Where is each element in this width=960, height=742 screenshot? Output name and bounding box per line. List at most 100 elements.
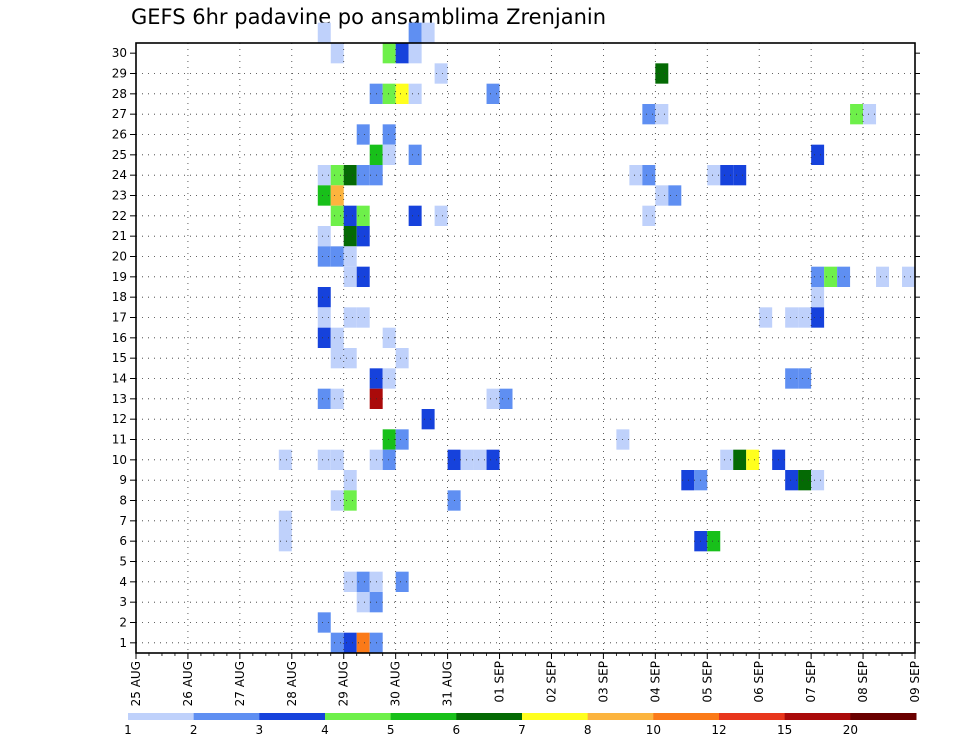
heatmap-cell (395, 571, 409, 592)
heatmap-cell (824, 266, 838, 287)
heatmap-cell (902, 266, 915, 287)
legend-swatch (128, 713, 195, 720)
y-tick-label: 11 (112, 433, 127, 447)
heatmap-cell (343, 571, 357, 592)
x-tick-label: 29 AUG (337, 661, 351, 706)
heatmap-cell (317, 612, 331, 633)
heatmap-cell (668, 185, 682, 206)
heatmap-cell (343, 348, 357, 369)
heatmap-cell (382, 144, 396, 165)
plot-frame (135, 42, 916, 654)
heatmap-cell (317, 22, 331, 43)
x-tick-label: 08 SEP (856, 661, 870, 703)
heatmap-cell (382, 449, 396, 470)
y-tick-label: 28 (112, 87, 127, 101)
heatmap-cell (356, 632, 370, 653)
heatmap-cell (317, 287, 331, 308)
heatmap-cell (655, 185, 669, 206)
heatmap-cell (382, 327, 396, 348)
y-tick-label: 1 (119, 636, 127, 650)
legend-swatch (325, 713, 392, 720)
legend-label: 20 (843, 723, 858, 737)
x-tick-label: 25 AUG (129, 661, 143, 706)
y-tick-label: 21 (112, 229, 127, 243)
heatmap-cell (720, 449, 734, 470)
heatmap-cell (486, 449, 500, 470)
y-tick-label: 23 (112, 189, 127, 203)
heatmap-cell (356, 205, 370, 226)
x-axis: 25 AUG 26 AUG 27 AUG 28 AUG 29 AUG 30 AUG 31 A… (129, 653, 922, 706)
x-tick-label: 09 SEP (908, 661, 922, 703)
y-tick-label: 24 (112, 168, 127, 182)
heatmap-cell (486, 83, 500, 104)
heatmap-cell (408, 83, 422, 104)
legend-label: 3 (256, 723, 264, 737)
y-tick-label: 10 (112, 453, 127, 467)
y-tick-label: 19 (112, 270, 127, 284)
legend-swatch (784, 713, 851, 720)
y-tick-label: 8 (119, 494, 127, 508)
heatmap-cell (356, 124, 370, 145)
y-tick-label: 26 (112, 128, 127, 142)
x-tick-label: 07 SEP (804, 661, 818, 703)
heatmap-cell (317, 165, 331, 186)
x-tick-label: 28 AUG (285, 661, 299, 706)
heatmap-cell (486, 388, 500, 409)
heatmap-cell (343, 307, 357, 328)
heatmap-cell (317, 449, 331, 470)
heatmap-cells (278, 22, 915, 653)
heatmap-cell (382, 429, 396, 450)
chart-grid (136, 43, 915, 653)
legend-label: 1 (124, 723, 132, 737)
legend-label: 7 (518, 723, 526, 737)
legend-swatch (719, 713, 786, 720)
heatmap-cell (642, 165, 656, 186)
heatmap-cell (733, 449, 747, 470)
heatmap-cell (317, 307, 331, 328)
heatmap-cell (720, 165, 734, 186)
heatmap-cell (434, 63, 448, 84)
y-tick-label: 16 (112, 331, 127, 345)
heatmap-cell (343, 632, 357, 653)
y-tick-label: 27 (112, 107, 127, 121)
y-tick-label: 6 (119, 534, 127, 548)
color-legend: 1 2 3 4 5 6 7 8 10 12 15 20 (124, 713, 917, 737)
heatmap-cell (798, 470, 812, 491)
heatmap-cell (330, 165, 344, 186)
heatmap-cell (681, 470, 695, 491)
heatmap-cell (278, 449, 292, 470)
heatmap-cell (408, 144, 422, 165)
heatmap-cell (356, 266, 370, 287)
heatmap-cell (421, 409, 435, 430)
y-tick-label: 15 (112, 351, 127, 365)
x-tick-label: 06 SEP (752, 661, 766, 703)
heatmap-cell (655, 63, 669, 84)
heatmap-cell (382, 124, 396, 145)
heatmap-cell (811, 144, 825, 165)
heatmap-cell (343, 165, 357, 186)
heatmap-cell (785, 368, 799, 389)
heatmap-cell (356, 592, 370, 613)
legend-label: 8 (584, 723, 592, 737)
heatmap-cell (811, 287, 825, 308)
y-tick-label: 4 (119, 575, 127, 589)
heatmap-cell (356, 165, 370, 186)
x-tick-label: 05 SEP (700, 661, 714, 703)
y-tick-label: 12 (112, 412, 127, 426)
heatmap-cell (356, 226, 370, 247)
heatmap-cell (642, 205, 656, 226)
legend-swatch (259, 713, 326, 720)
heatmap-cell (278, 510, 292, 531)
y-tick-label: 22 (112, 209, 127, 223)
y-tick-label: 2 (119, 616, 127, 630)
heatmap-cell (395, 429, 409, 450)
heatmap-cell (408, 43, 422, 64)
heatmap-cell (356, 571, 370, 592)
heatmap-cell (655, 104, 669, 125)
heatmap-cell (460, 449, 474, 470)
heatmap-cell (330, 246, 344, 267)
heatmap-cell (330, 205, 344, 226)
y-tick-label: 3 (119, 595, 127, 609)
x-tick-label: 30 AUG (389, 661, 403, 706)
